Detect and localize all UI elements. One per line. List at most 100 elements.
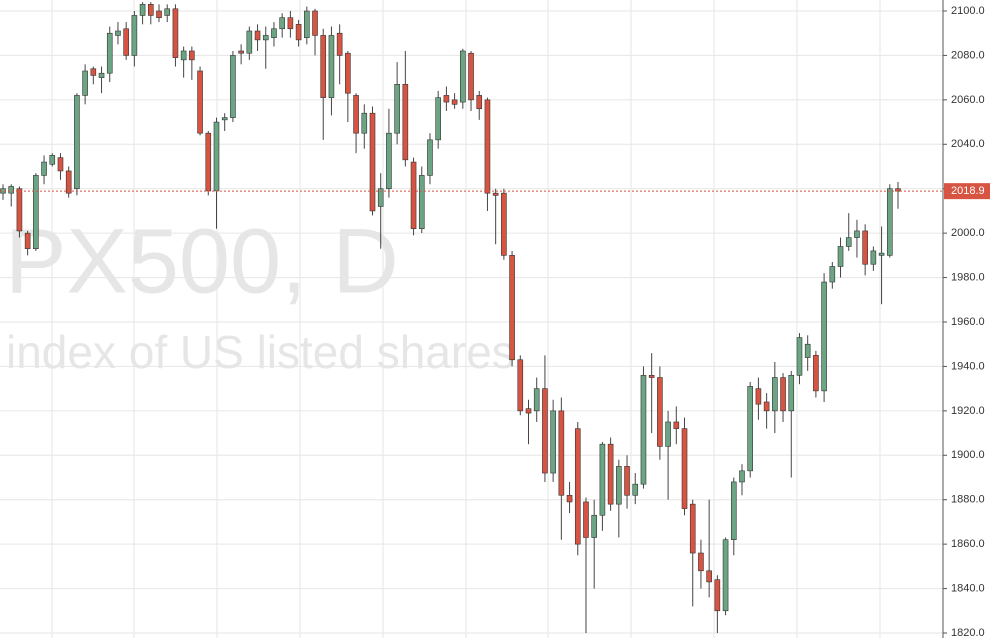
- candle-body: [189, 50, 195, 61]
- candle-body: [328, 35, 335, 98]
- candle-body: [689, 503, 696, 554]
- y-tick-label: 2000.0: [951, 227, 985, 239]
- y-tick-label: 1960.0: [951, 316, 985, 328]
- candle-body: [312, 10, 318, 36]
- watermark-subtitle: index of US listed shares: [6, 326, 515, 378]
- candle-body: [386, 132, 392, 190]
- candle-body: [657, 377, 663, 447]
- candle-body: [435, 97, 441, 141]
- candle-body: [287, 17, 294, 30]
- price-axis: 1820.0 1840.0 1860.0 1880.0 1900.0 1920.0 1940…: [943, 5, 990, 639]
- y-tick-label: 1920.0: [951, 405, 985, 417]
- candle-body: [772, 377, 778, 412]
- candle-body: [369, 112, 376, 212]
- candle-body: [722, 539, 729, 612]
- candle-body: [238, 50, 244, 54]
- candle-body: [755, 388, 762, 405]
- candle-body: [254, 30, 261, 41]
- candle-body: [468, 52, 474, 101]
- candle-body: [320, 35, 327, 98]
- candle-body: [443, 95, 450, 103]
- candle-body: [115, 30, 121, 36]
- candle-body: [845, 237, 852, 247]
- candle-body: [591, 514, 597, 538]
- candle-body: [542, 388, 548, 474]
- y-tick-label: 1840.0: [951, 582, 985, 594]
- candle-body: [460, 50, 466, 103]
- candle-body: [796, 337, 803, 376]
- candle-body: [665, 421, 671, 447]
- candle-body: [673, 421, 680, 429]
- candle-body: [714, 579, 721, 612]
- watermark-title: PX500, D: [5, 210, 399, 312]
- candle-body: [271, 28, 277, 38]
- candles: [0, 2, 943, 633]
- candle-body: [640, 375, 647, 485]
- candle-body: [780, 377, 786, 412]
- y-tick-label: 1880.0: [951, 494, 985, 506]
- candle-body: [616, 466, 622, 505]
- candle-body: [574, 428, 581, 545]
- y-tick-label: 1820.0: [951, 627, 985, 638]
- candle-body: [246, 30, 253, 54]
- candle-body: [90, 68, 97, 76]
- candle-body: [394, 84, 400, 134]
- candle-body: [197, 70, 203, 134]
- candle-body: [172, 8, 179, 58]
- candle-body: [345, 52, 351, 94]
- candle-body: [106, 32, 113, 74]
- candle-body: [49, 155, 56, 165]
- candle-body: [147, 4, 154, 16]
- candle-body: [123, 28, 129, 56]
- candle-body: [8, 186, 15, 194]
- candle-body: [632, 483, 639, 496]
- candle-body: [821, 281, 827, 392]
- candle-body: [763, 401, 770, 412]
- y-tick-label: 1980.0: [951, 271, 985, 283]
- candle-body: [886, 188, 893, 256]
- candle-body: [156, 10, 162, 18]
- candle-body: [98, 72, 105, 78]
- candle-body: [854, 230, 860, 238]
- candle-body: [484, 99, 491, 194]
- candle-body: [788, 375, 795, 412]
- candle-body: [180, 50, 187, 61]
- candle-body: [739, 470, 745, 483]
- y-tick-label: 2080.0: [951, 49, 985, 61]
- y-tick-label: 1940.0: [951, 360, 985, 372]
- candle-body: [377, 188, 384, 207]
- candle-body: [813, 355, 819, 392]
- candle-body: [41, 161, 47, 176]
- candle-body: [747, 386, 754, 472]
- candle-body: [837, 246, 844, 267]
- candle-body: [550, 410, 556, 474]
- candle-body: [558, 410, 565, 496]
- candle-body: [525, 408, 532, 414]
- candle-body: [16, 188, 23, 232]
- candle-body: [418, 175, 425, 229]
- candle-body: [804, 343, 811, 358]
- candle-body: [221, 117, 228, 121]
- candle-body: [681, 428, 688, 509]
- y-tick-label: 1860.0: [951, 538, 985, 550]
- candle-body: [131, 15, 138, 56]
- y-tick-label: 2100.0: [951, 5, 985, 17]
- candle-body: [451, 99, 458, 105]
- candle-body: [730, 481, 737, 541]
- candle-body: [164, 8, 171, 16]
- y-tick-label: 1900.0: [951, 449, 985, 461]
- candle-body: [24, 232, 31, 249]
- candle-body: [509, 255, 515, 361]
- candle-body: [706, 570, 712, 583]
- last-price-label: 2018.9: [951, 185, 985, 197]
- candle-body: [624, 466, 630, 496]
- candle-body: [533, 388, 540, 412]
- candle-body: [698, 552, 704, 572]
- candle-body: [599, 443, 606, 516]
- candle-body: [205, 132, 212, 192]
- candle-body: [566, 494, 573, 503]
- candle-body: [336, 32, 343, 56]
- candle-body: [57, 157, 64, 172]
- candle-body: [402, 84, 409, 161]
